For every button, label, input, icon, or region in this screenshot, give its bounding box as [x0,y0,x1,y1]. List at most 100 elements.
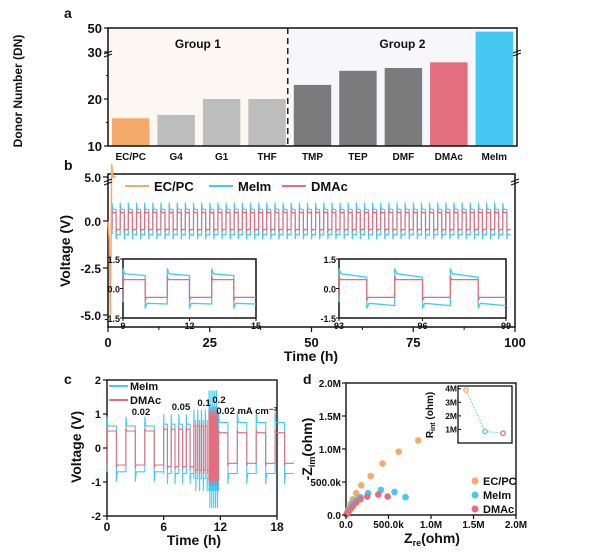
point-ec-pc [414,437,422,444]
inset-y-tick-label: 4M [445,384,457,394]
inset-x-tick-label: 99 [501,321,511,331]
y-tick-label: -2.5 [80,262,101,276]
y-axis-label: Voltage (V) [68,411,84,483]
x-tick-label: 18 [270,520,284,534]
x-tick-label: 50 [304,335,318,350]
y-axis-label: Donor Number (DN) [11,35,25,148]
bar-meim [475,31,513,147]
x-tick-label: 0 [104,335,111,350]
y-axis-label: Voltage (V) [57,215,73,287]
legend-label: DMAc [130,395,161,407]
legend-label: MeIm [130,381,158,393]
axis-break-left [103,50,113,58]
x-tick-label: 500.0k [373,520,404,531]
point-dmac [375,491,382,498]
x-axis-label: Zre(ohm) [404,530,460,548]
inset-x-tick-label: 9 [120,321,125,331]
x-tick-label: 75 [406,335,420,350]
legend-label: DMAc [311,179,348,194]
legend-label: DMAc [483,504,514,516]
x-axis-label: Time (h) [284,348,338,364]
series-line-dmac [106,410,294,486]
inset-y-tick-label: 0.0 [323,285,336,295]
y-tick-label: -1 [91,477,101,489]
inset-series-dmac [122,276,256,301]
y-tick-label: 1 [95,409,101,421]
rate-annotation: 0.1 [197,398,211,409]
legend-marker-ec-pc [471,477,479,485]
rate-annotation: 0.02 mA cm⁻² [216,406,277,417]
x-tick-label: 0 [104,520,111,534]
x-tick-label: 100 [504,335,526,350]
inset-x-tick-label: 96 [417,321,427,331]
y-tick-label: 0 [95,443,101,455]
inset-y-tick-label: 1.5 [323,255,336,265]
rate-annotation: 0.05 [172,402,191,413]
y-axis-label: -Zim(ohm) [299,418,317,481]
legend-label: MeIm [238,179,271,194]
y-tick-label: 20 [88,92,102,107]
y-tick-label: 0.0 [84,215,101,229]
x-tick-label: 12 [214,520,228,534]
y-tick-label: 2.0M [319,379,341,390]
series-line-ecpc [107,163,117,316]
bar-g4 [157,114,195,146]
legend-label: EC/PC [483,476,517,488]
inset-y-tick-label: 2M [445,411,457,421]
bar-ec-pc [112,118,150,146]
x-tick-label: 1.0M [420,520,442,531]
x-tick-label: G1 [215,152,229,163]
legend-label: EC/PC [154,179,194,194]
point-ec-pc [395,448,403,455]
x-tick-label: G4 [169,152,183,163]
inset-x-tick-label: 93 [334,321,344,331]
x-tick-label: THF [257,152,276,163]
plot-frame [107,27,518,147]
rate-annotation: 0.02 [132,407,151,418]
inset-point-dmac [500,430,506,437]
axis-break-left [103,178,113,186]
inset-y-tick-label: 3M [445,397,457,407]
y-tick-label: 30 [88,45,102,60]
group-2-label: Group 2 [379,37,425,51]
inset-y-tick-label: 1M [445,424,457,434]
inset-y-tick-label: -1.5 [320,314,336,324]
point-ec-pc [358,482,365,489]
point-ec-pc [379,460,386,467]
y-tick-label: 2 [95,375,101,387]
inset-x-tick-label: 15 [251,321,261,331]
rate-annotation: 0.2 [212,395,225,406]
x-tick-label: 0.0 [339,520,353,531]
series-line-dmac [111,209,511,233]
inset-series-dmac [338,276,506,301]
x-tick-label: 25 [203,335,217,350]
bar-dmf [384,67,423,146]
legend-marker-meim [471,491,479,499]
bar-tep [339,70,377,146]
panel-label-c: c [64,371,72,387]
y-tick-label: 50 [88,21,102,36]
legend-label: MeIm [483,490,511,502]
axis-break-right [510,178,520,186]
bar-thf [248,99,286,146]
y-tick-label: -5.0 [80,309,101,323]
x-tick-label: 2.0M [505,520,527,531]
point-dmac [357,495,364,503]
point-ec-pc [352,489,360,497]
point-dmac [384,493,391,500]
y-tick-label: 1.0M [319,445,341,456]
bar-tmp [293,84,332,146]
inset-x-tick-label: 12 [184,321,194,331]
inset-y-tick-label: 1.5 [107,255,120,265]
x-tick-label: EC/PC [115,152,146,163]
inset-y-axis-label: Rint (ohm) [425,392,437,438]
y-tick-label: 10 [88,139,102,154]
axis-break-right [512,49,522,57]
point-meim [402,493,409,501]
inset-y-tick-label: 0.0 [107,285,120,295]
inset-point-meim [482,428,488,435]
bar-dmac [430,62,468,147]
x-tick-label: MeIm [481,152,507,163]
x-tick-label: 1.5M [462,520,484,531]
